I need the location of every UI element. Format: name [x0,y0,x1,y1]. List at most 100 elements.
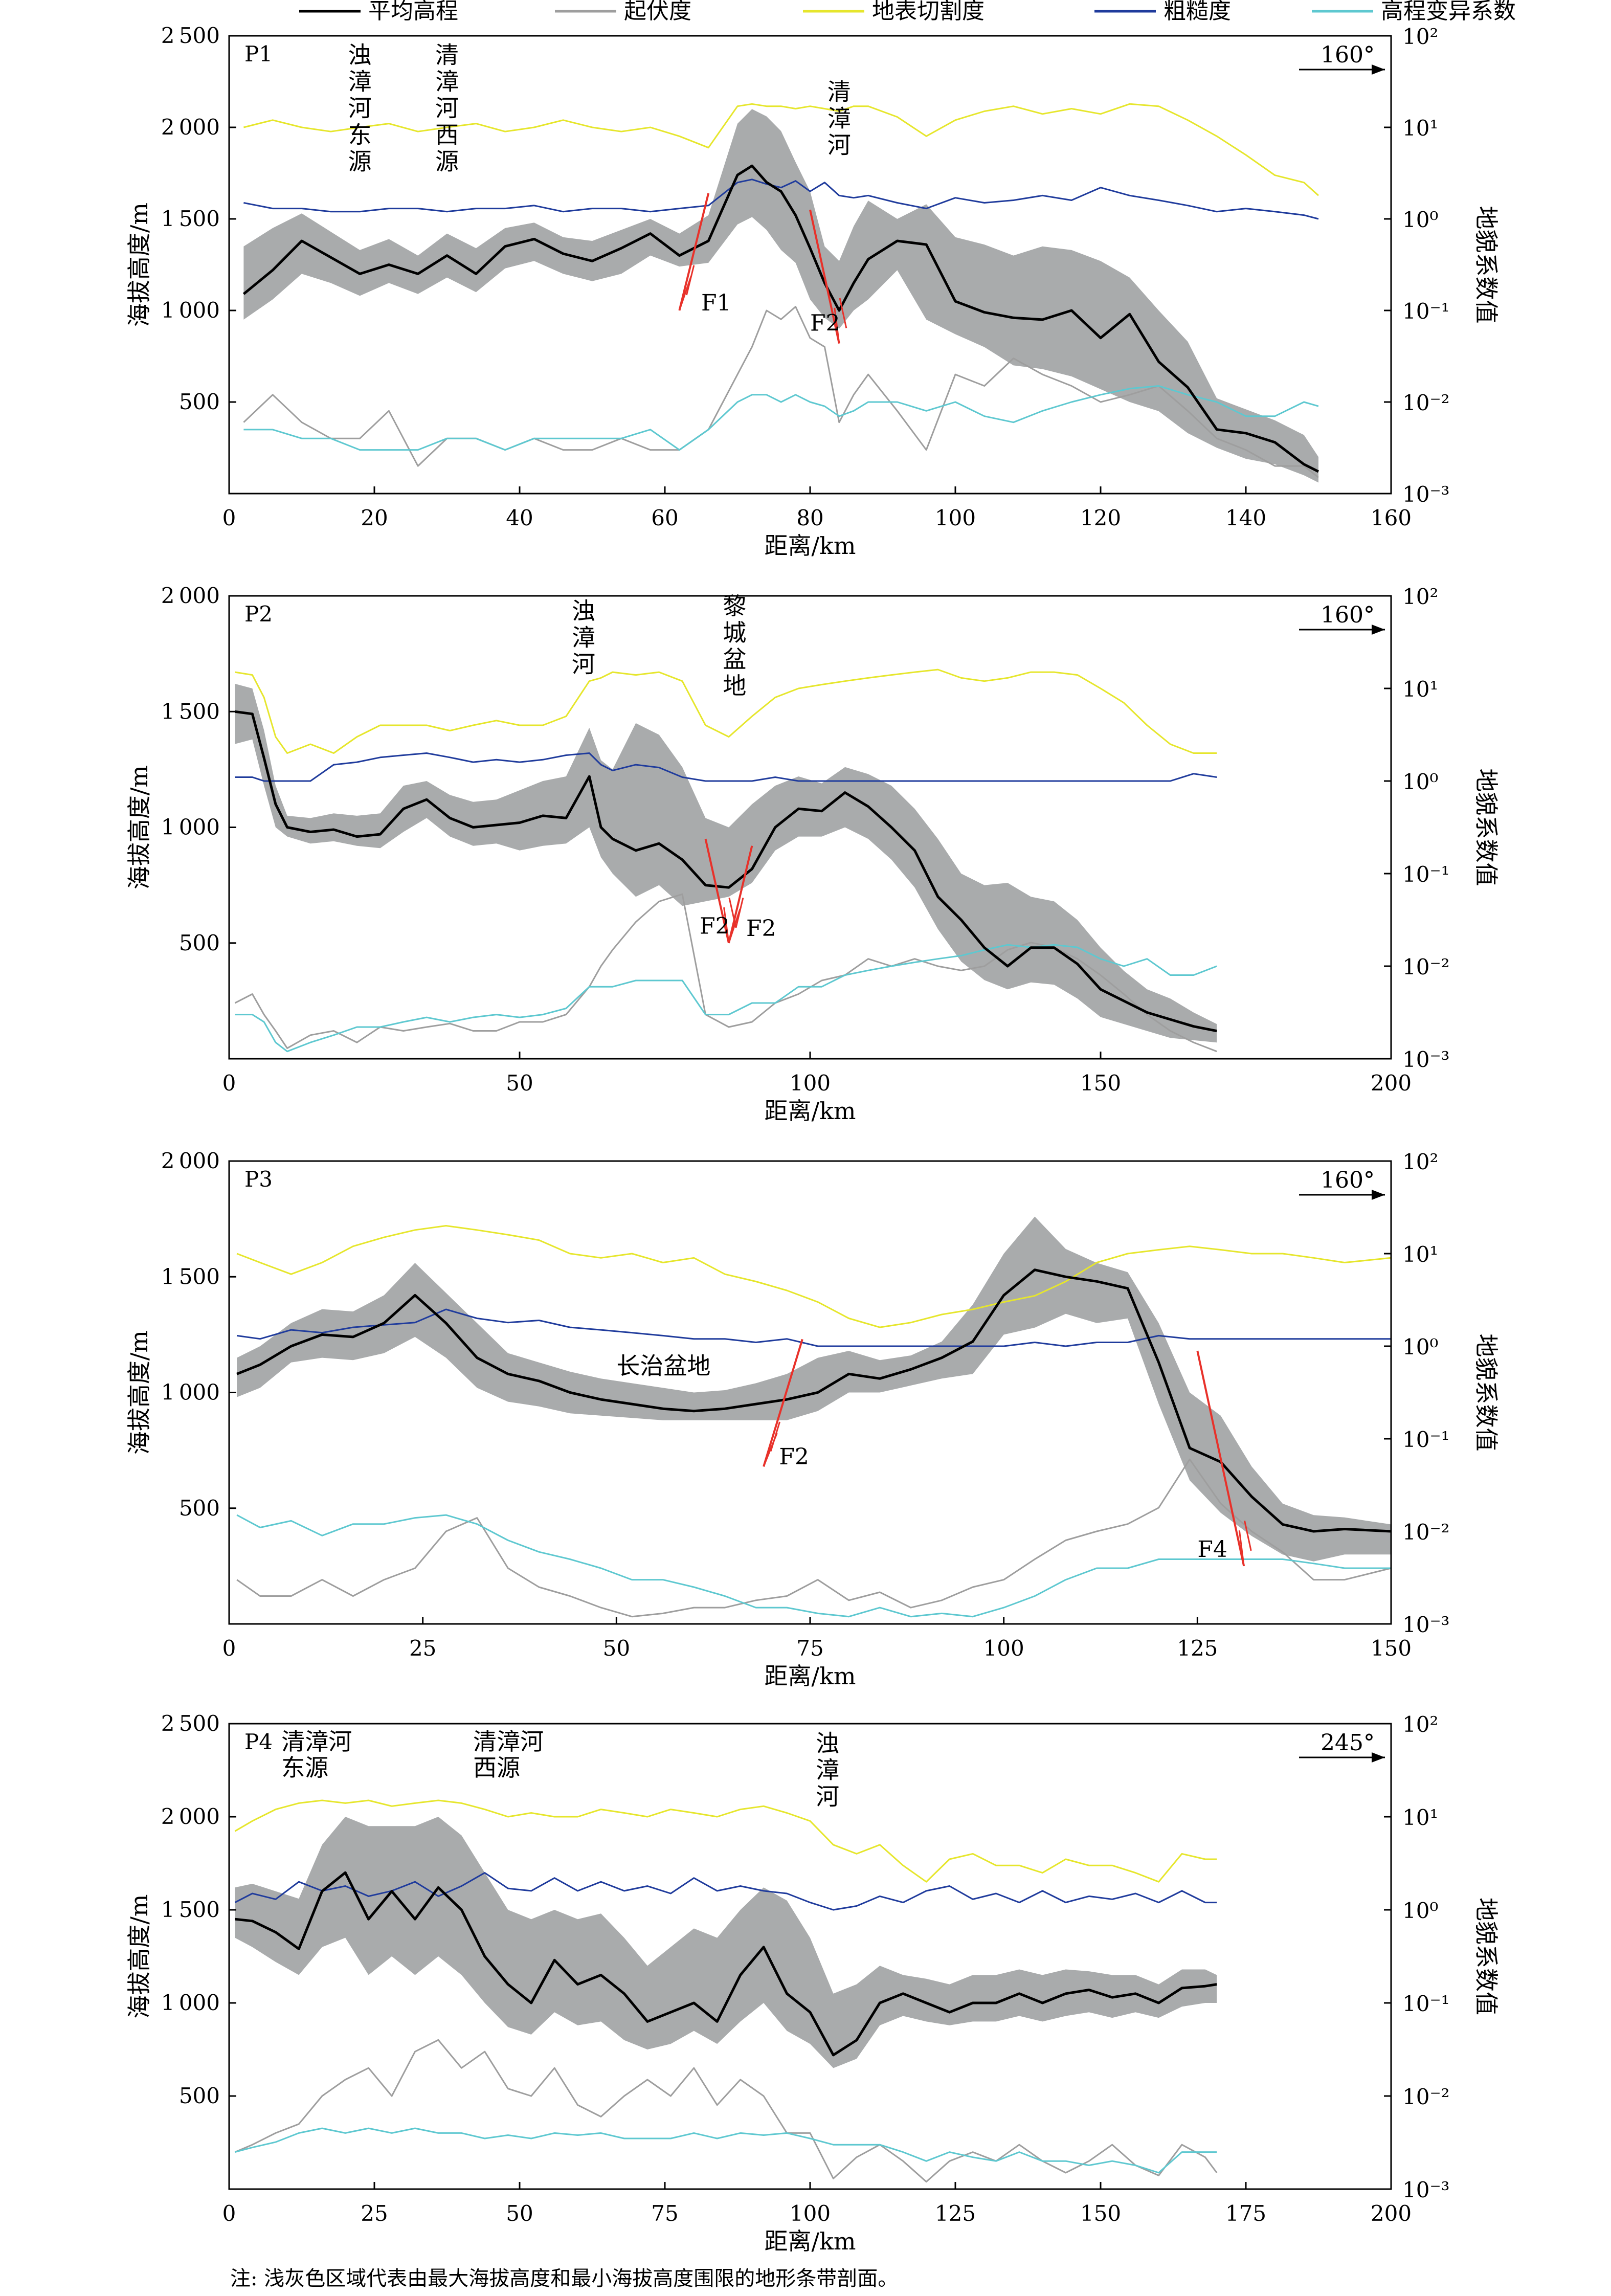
direction-label: 160° [1321,42,1375,68]
place-label: 河 [816,1783,839,1811]
legend: 平均高程 起伏度 地表切割度 粗糙度 高程变异系数 [299,0,1516,24]
fault-label: F2 [779,1444,809,1470]
place-label: 盆 [723,645,746,673]
y-tick-label: 500 [179,1496,220,1521]
y-tick-label: 500 [179,930,220,955]
place-label: 源 [435,148,459,175]
y2-tick-label: 10² [1402,24,1438,49]
y2-tick-label: 10⁻² [1402,1520,1449,1545]
y-tick-label: 1 500 [161,699,220,724]
panel-P4: 0 25 50 75 100 125 150 175 200 500 1 000 1 500 2 000… [125,1711,1500,2255]
elevation-band [235,1817,1217,2068]
y-tick-label: 1 500 [161,206,220,231]
x-tick-label: 150 [1080,2201,1121,2226]
series-平均高程 [236,1268,1392,1533]
place-label: 东源 [281,1754,328,1781]
y-tick-label: 1 500 [161,1264,220,1289]
y2-tick-label: 10⁰ [1402,769,1438,794]
y-tick-label: 2 000 [161,583,220,608]
y2-tick-label: 10¹ [1402,677,1438,702]
y2-tick-label: 10⁻³ [1402,2177,1449,2202]
y2-tick-label: 10⁰ [1402,1898,1438,1923]
x-tick-label: 50 [506,2201,533,2226]
x-tick-label: 0 [222,2201,236,2226]
x-tick-label: 75 [651,2201,678,2226]
place-label: 清 [435,41,459,69]
fault-line [763,1339,803,1467]
y-tick-label: 1 000 [161,815,220,840]
y2-tick-label: 10² [1402,1149,1438,1174]
y-tick-label: 2 500 [161,23,220,48]
y2-tick-label: 10⁻¹ [1402,1427,1449,1452]
place-label: 城 [723,619,746,647]
x-tick-label: 100 [935,505,976,530]
fault-arrow [735,898,744,928]
series-高程变异系数 [236,1514,1391,1618]
series-平均高程 [235,710,1217,1033]
series-粗糙度 [243,179,1319,220]
series-起伏度 [234,2039,1218,2183]
x-tick-label: 50 [603,1636,630,1661]
place-label: 河 [827,131,851,159]
y2-tick-label: 10⁻¹ [1402,862,1449,887]
fault-arrow [839,298,847,328]
direction-arrowhead [1372,1752,1385,1763]
place-label: 源 [348,148,372,175]
y2-tick-label: 10⁻² [1402,390,1449,415]
place-label: 河 [572,650,595,678]
x-tick-label: 200 [1371,1071,1412,1096]
fault-arrow [685,265,695,296]
place-label: 浊 [572,597,595,625]
y-axis-title-left: 海拔高度/m [125,765,153,889]
fault-label: F2 [700,913,730,940]
y2-tick-label: 10² [1402,1712,1438,1737]
y2-tick-label: 10⁰ [1402,207,1438,232]
place-label: 地 [723,672,746,700]
place-label: 浊 [816,1730,839,1757]
y2-tick-label: 10¹ [1402,1805,1438,1830]
y2-tick-label: 10¹ [1402,1242,1438,1267]
y-axis-title-right: 地貌系数值 [1472,1898,1500,2015]
y-axis-title-left: 海拔高度/m [125,1330,153,1455]
x-tick-label: 20 [361,505,388,530]
y2-tick-label: 10¹ [1402,116,1438,141]
x-tick-label: 140 [1225,505,1266,530]
x-tick-label: 125 [1177,1636,1218,1661]
x-tick-label: 0 [222,1636,236,1661]
series-粗糙度 [235,752,1217,782]
x-tick-label: 25 [409,1636,436,1661]
legend-label-5: 高程变异系数 [1381,0,1516,24]
place-label: 河 [435,95,459,122]
place-label: 西源 [473,1754,520,1781]
y-tick-label: 1 000 [161,298,220,323]
y-tick-label: 2 000 [161,1804,220,1829]
y2-tick-label: 10⁻¹ [1402,299,1449,324]
x-axis-title: 距离/km [765,1662,856,1690]
elevation-band [243,109,1319,483]
series-地表切割度 [234,1799,1217,1883]
y-axis-title-right: 地貌系数值 [1472,206,1500,324]
x-tick-label: 80 [796,505,823,530]
y-tick-label: 2 000 [161,115,220,140]
fault-arrow [770,1421,781,1452]
x-tick-label: 200 [1371,2201,1412,2226]
y2-tick-label: 10⁻³ [1402,482,1449,507]
x-axis-title: 距离/km [765,1097,856,1125]
place-label: 漳 [816,1756,839,1784]
y-tick-label: 1 500 [161,1897,220,1922]
y-tick-label: 1 000 [161,1990,220,2015]
place-label: 东 [348,121,372,149]
y2-tick-label: 10⁻² [1402,954,1449,979]
x-tick-label: 100 [790,1071,831,1096]
y-axis-title-left: 海拔高度/m [125,1894,153,2018]
figure-note: 注: 浅灰色区域代表由最大海拔高度和最小海拔高度围限的地形条带剖面。 [230,2267,898,2290]
x-tick-label: 40 [506,505,533,530]
panel-label: P3 [244,1167,273,1192]
place-label: 黎 [723,592,746,620]
x-tick-label: 0 [222,1071,236,1096]
y-axis-title-right: 地貌系数值 [1472,1334,1500,1452]
y-axis-title-left: 海拔高度/m [125,203,153,327]
fault-line [809,209,840,344]
y-tick-label: 500 [179,2083,220,2108]
